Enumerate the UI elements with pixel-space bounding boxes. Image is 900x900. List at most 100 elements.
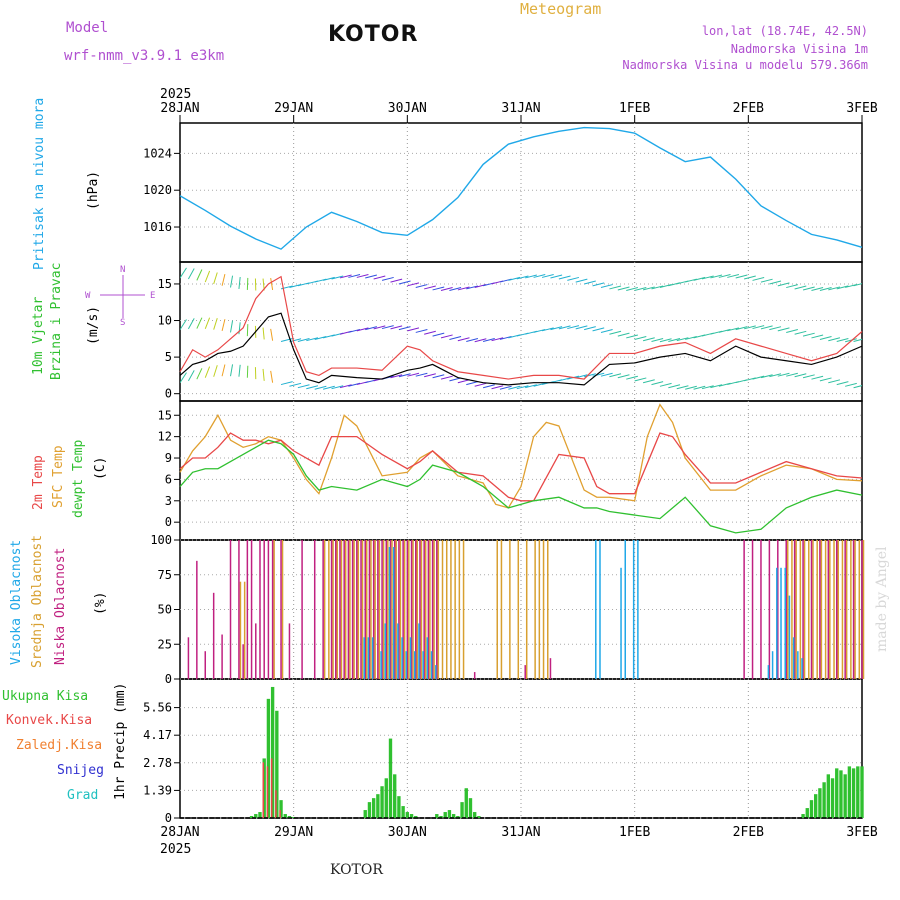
wind-barb [398,373,411,378]
precip-bar [279,800,283,818]
wind-barb [213,365,218,377]
wind-barb [356,327,369,332]
high-cloud-label: Visoka Oblacnost [9,540,24,665]
wind-barb [794,330,807,335]
wind-barb [668,384,681,389]
wind-barb [836,381,849,386]
wind-barb [180,319,187,330]
wind-barb [752,375,765,380]
wind-barb [727,273,740,278]
legend-grad: Grad [67,788,98,803]
temp2m-label: 2m Temp [31,455,46,510]
wind-barb [331,385,344,390]
precip-bar [384,778,388,818]
bottom-date-labels: 28JAN 29JAN 30JAN 31JAN 1FEB 2FEB 3FEB [160,825,877,840]
precip-bar [451,814,456,818]
wind-barb [424,330,436,335]
wind-barb [743,275,756,280]
precip-bar [856,766,860,818]
wind-barb [457,337,470,342]
wind-barb [710,384,723,389]
convective-bar [275,790,277,818]
wind-barb [196,269,203,281]
wind-barb [558,325,571,330]
wind-barb [390,374,403,379]
precip-bar [839,770,843,818]
wind-barb [432,374,445,379]
dewpt-line [179,439,863,534]
wind-barb [262,327,265,340]
wind-barb [230,275,234,288]
footer-city: KOTOR [330,862,383,878]
precip-bar [409,814,414,818]
wind-barb [802,332,815,337]
wind-barb [541,327,554,332]
precip-bar [468,798,473,818]
wind-barb [499,335,512,340]
wind-barb [407,372,420,377]
ytick-0-2: 1024 [143,146,172,160]
wind-barb [592,327,605,332]
top-date-2: 30JAN [388,101,427,116]
precip-bar [822,782,826,818]
wind-barb [440,334,453,339]
wind-barb [365,326,377,331]
wind-barb [617,374,630,379]
wind-barb [735,326,748,331]
top-date-0: 28JAN [160,101,199,116]
precip-bar [249,816,254,818]
precip-bar [401,806,405,818]
wind-title-2: Brzina i Pravac [49,263,64,380]
precip-bar [435,814,439,818]
wind-barb [381,276,394,281]
wind-barb [187,370,195,382]
top-date-labels: 28JAN 29JAN 30JAN 31JAN 1FEB 2FEB 3FEB [160,101,878,123]
wind-barb [297,338,310,342]
wind-barb [584,280,596,285]
top-date-6: 3FEB [846,101,877,116]
wind-barb [819,377,832,382]
ytick-3-2: 50 [158,603,172,617]
precip-bar [851,768,856,818]
wind-barb [516,385,529,390]
bottom-date-6: 3FEB [846,825,877,840]
wind-barb [525,384,537,389]
wind-barb [642,337,655,342]
wind-barb [262,368,265,381]
wind-barb [853,283,862,287]
precip-bar [254,814,258,818]
bottom-date-5: 2FEB [733,825,764,840]
precip-bar [283,814,287,818]
precip-bar [266,698,271,818]
precip-bar [287,816,292,818]
wind-barb [466,285,479,290]
wind-barb [238,364,241,377]
wind-barb [819,336,832,340]
wind-barb [794,285,807,290]
wind-speed-line [179,312,863,386]
precip-bar [443,812,447,818]
wind-barb [270,278,274,291]
wind-barb [187,318,195,330]
wind-barb [735,274,748,279]
wind-barb [449,336,462,340]
wind-barb [567,325,580,330]
wind-barb [407,282,420,287]
wind-barb [449,287,462,291]
wind-barb [508,385,521,390]
wind-barb [693,385,706,390]
lonlat-label: lon,lat (18.74E, 42.5N) [701,24,868,38]
wind-barb [373,275,386,280]
wind-barb [634,336,647,340]
precip-bar [835,768,839,818]
wind-barb [752,325,765,330]
wind-barb [365,274,377,279]
wind-barb [187,268,195,280]
top-date-5: 2FEB [733,101,764,116]
precip-bar [376,794,380,818]
ytick-2-0: 0 [165,515,172,529]
precip-bar [830,778,835,818]
wind-barb [600,372,613,377]
precip-bar [447,810,452,818]
wind-barb [348,273,361,278]
